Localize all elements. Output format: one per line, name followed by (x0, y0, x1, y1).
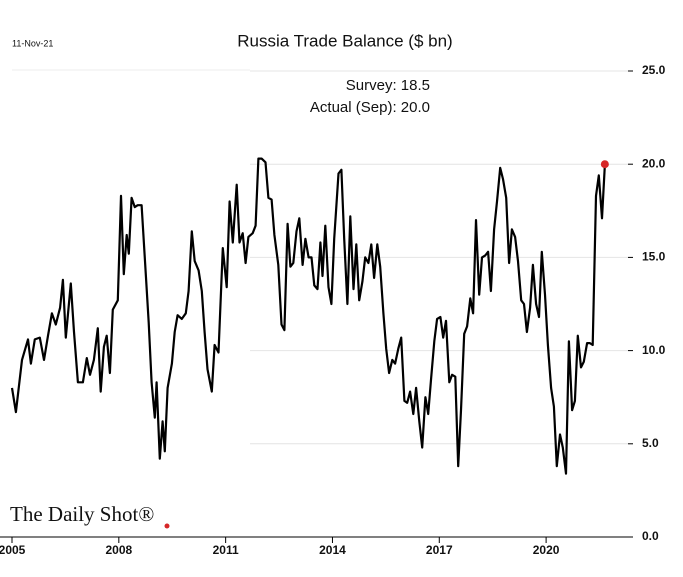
y-tick-label: 20.0 (642, 156, 666, 170)
y-tick-label: 0.0 (642, 529, 659, 543)
x-tick-label: 2020 (533, 543, 560, 557)
annotation: Actual (Sep): 20.0 (310, 99, 430, 116)
x-tick-label: 2005 (0, 543, 26, 557)
chart-title: Russia Trade Balance ($ bn) (237, 31, 452, 50)
y-tick-label: 5.0 (642, 436, 659, 450)
x-tick-label: 2008 (105, 543, 132, 557)
x-tick-label: 2011 (213, 543, 239, 557)
y-tick-label: 10.0 (642, 343, 666, 357)
x-tick-label: 2014 (319, 543, 346, 557)
y-tick-label: 25.0 (642, 63, 666, 77)
y-tick-label: 15.0 (642, 250, 666, 264)
annotation: Survey: 18.5 (346, 77, 430, 94)
line (10, 157, 606, 475)
source-logo: The Daily Shot® (10, 502, 154, 526)
x-tick-label: 2017 (426, 543, 453, 557)
date-note: 11-Nov-21 (12, 38, 53, 48)
last-point (600, 160, 609, 169)
logo-dot (164, 523, 170, 529)
